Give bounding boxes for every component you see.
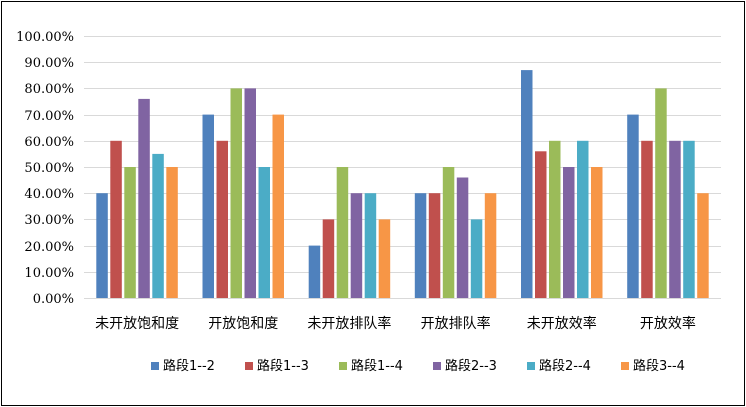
bar (216, 140, 228, 298)
bar (428, 193, 441, 298)
y-tick-label: 0.00% (33, 292, 74, 307)
x-category-label: 开放效率 (640, 315, 696, 332)
bar (258, 167, 270, 298)
bar (655, 88, 667, 299)
bar (414, 193, 427, 298)
legend-label: 路段3--4 (633, 358, 685, 374)
bar (350, 193, 363, 298)
bar (484, 193, 497, 298)
legend-label: 路段1--3 (257, 358, 309, 374)
legend-swatch (527, 362, 535, 370)
y-tick-label: 70.00% (24, 109, 74, 124)
bar (442, 167, 455, 298)
x-category-label: 未开放饱和度 (95, 316, 179, 332)
x-category-label: 开放排队率 (421, 315, 491, 332)
bar (124, 167, 136, 298)
bar (322, 219, 335, 298)
gridlines (84, 36, 721, 273)
bars (96, 70, 709, 299)
bar (627, 114, 639, 298)
axes: 0.00% 10.00% 20.00% 30.00% 40.00% 50.00% 60.00… (16, 30, 721, 332)
legend-swatch (433, 362, 441, 370)
bar (244, 88, 256, 299)
bar (591, 167, 603, 298)
y-tick-label: 40.00% (24, 187, 74, 202)
bar (272, 114, 284, 298)
bar (669, 140, 681, 298)
bar (166, 167, 178, 298)
legend-label: 路段2--4 (539, 358, 591, 374)
y-tick-label: 50.00% (24, 161, 74, 176)
x-category-label: 未开放排队率 (307, 315, 391, 332)
bar (152, 153, 164, 298)
bar (138, 98, 150, 299)
legend-label: 路段1--2 (163, 358, 215, 374)
bar (96, 193, 108, 298)
legend-swatch (151, 362, 159, 370)
bar (697, 193, 709, 298)
bar (230, 88, 242, 299)
legend-label: 路段2--3 (445, 358, 497, 374)
y-tick-label: 100.00% (16, 30, 74, 45)
bar (336, 167, 349, 298)
x-category-label: 未开放效率 (527, 315, 597, 332)
bar (577, 140, 589, 298)
bar (535, 151, 547, 298)
bar (683, 140, 695, 298)
x-category-label: 开放饱和度 (208, 316, 278, 332)
y-tick-label: 90.00% (24, 56, 74, 71)
bar (378, 219, 391, 298)
bar (110, 140, 122, 298)
bar (549, 140, 561, 298)
bar (364, 193, 377, 298)
y-tick-label: 60.00% (24, 135, 74, 150)
y-tick-label: 20.00% (24, 240, 74, 255)
y-tick-label: 10.00% (24, 266, 74, 281)
bar (202, 114, 214, 298)
y-tick-label: 30.00% (24, 213, 74, 228)
bar (641, 140, 653, 298)
legend: 路段1--2 路段1--3 路段1--4 路段2--3 路段2--4 路段3--4 (151, 358, 685, 374)
legend-swatch (245, 362, 253, 370)
legend-label: 路段1--4 (351, 358, 403, 374)
bar (470, 219, 483, 298)
bar (563, 167, 575, 298)
bar (308, 245, 321, 298)
legend-swatch (621, 362, 629, 370)
bar (456, 177, 469, 298)
y-tick-label: 80.00% (24, 82, 74, 97)
bar (521, 70, 533, 298)
legend-swatch (339, 362, 347, 370)
